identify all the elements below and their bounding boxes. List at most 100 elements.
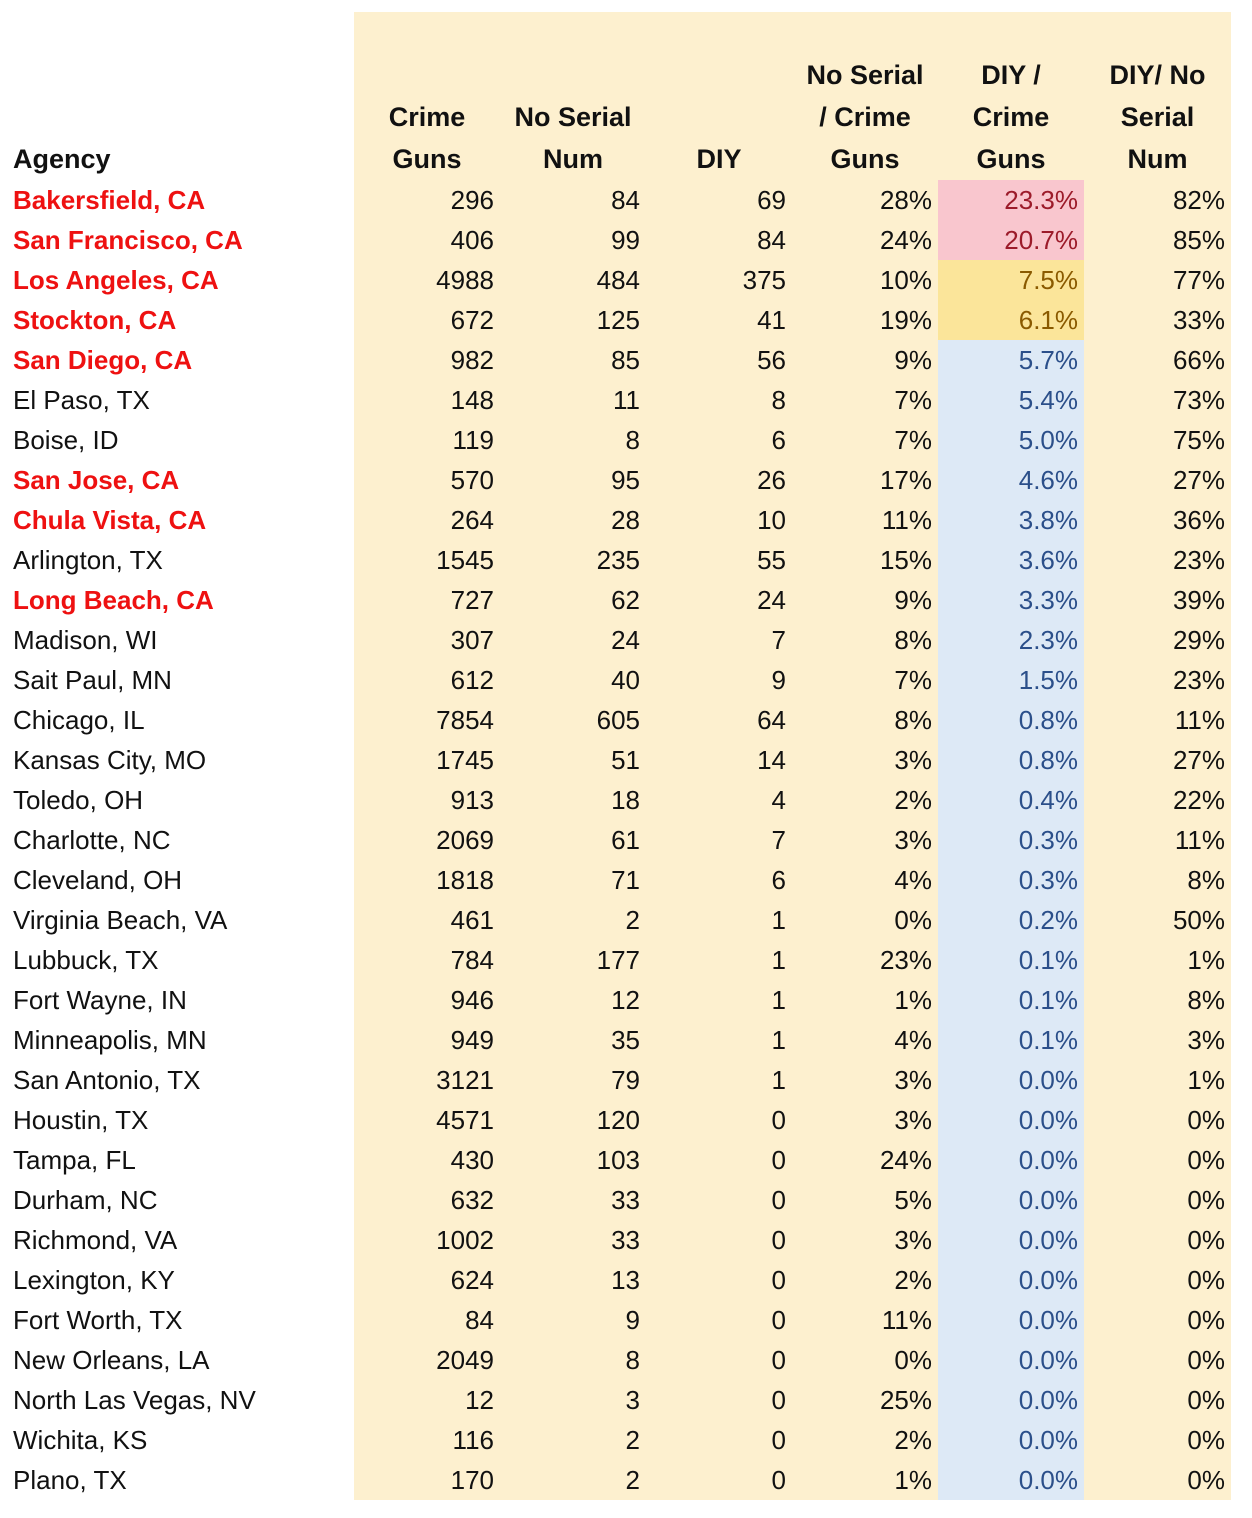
diy-over-crime-cell: 0.4% (938, 780, 1084, 820)
no-serial-over-crime-cell: 28% (879, 184, 932, 215)
header-no-serial-num: No Serial Num (514, 102, 632, 174)
crime-guns-cell: 632 (450, 1184, 494, 1215)
table-row: Los Angeles, CA 4988 484 375 10% 7.5% 77% (0, 260, 1231, 300)
agency-cell: North Las Vegas, NV (13, 1384, 256, 1415)
no-serial-over-crime-cell: 9% (894, 584, 932, 615)
crime-guns-cell: 7854 (436, 704, 494, 735)
no-serial-num-cell: 2 (625, 1424, 640, 1455)
crime-guns-cell: 612 (450, 664, 494, 695)
no-serial-over-crime-cell: 4% (894, 1024, 932, 1055)
diy-over-no-serial-cell: 66% (1172, 344, 1225, 375)
diy-over-crime-cell: 0.8% (938, 700, 1084, 740)
no-serial-num-cell: 51 (611, 744, 640, 775)
agency-cell: Plano, TX (13, 1464, 127, 1495)
agency-cell: Wichita, KS (13, 1424, 148, 1455)
agency-cell: Richmond, VA (13, 1224, 178, 1255)
no-serial-num-cell: 3 (625, 1384, 640, 1415)
diy-over-crime-cell: 0.0% (938, 1060, 1084, 1100)
no-serial-over-crime-cell: 23% (879, 944, 932, 975)
table-row: El Paso, TX 148 11 8 7% 5.4% 73% (0, 380, 1231, 420)
crime-guns-cell: 307 (450, 624, 494, 655)
table-row: Kansas City, MO 1745 51 14 3% 0.8% 27% (0, 740, 1231, 780)
diy-over-crime-cell: 5.7% (938, 340, 1084, 380)
header-diy-over-no-serial-num: DIY/ No Serial Num (1109, 60, 1206, 174)
no-serial-num-cell: 11 (613, 384, 640, 415)
no-serial-over-crime-cell: 9% (894, 344, 932, 375)
agency-cell: Arlington, TX (13, 544, 163, 575)
no-serial-over-crime-cell: 3% (894, 824, 932, 855)
header-crime-guns: Crime Guns (388, 102, 466, 174)
no-serial-over-crime-cell: 8% (894, 704, 932, 735)
agency-cell: Charlotte, NC (13, 824, 171, 855)
agency-cell: San Jose, CA (13, 464, 180, 495)
diy-cell: 0 (771, 1264, 786, 1295)
diy-over-crime-cell: 5.0% (938, 420, 1084, 460)
diy-cell: 0 (771, 1104, 786, 1135)
diy-over-crime-cell: 0.8% (938, 740, 1084, 780)
agency-cell: Lubbuck, TX (13, 944, 159, 975)
crime-guns-cell: 1545 (436, 544, 494, 575)
agency-cell: Boise, ID (13, 424, 119, 455)
table-row: New Orleans, LA 2049 8 0 0% 0.0% 0% (0, 1340, 1231, 1380)
diy-cell: 0 (771, 1304, 786, 1335)
diy-over-crime-cell: 3.8% (938, 500, 1084, 540)
header-row: Agency Crime Guns No Serial Num DIY No Ser… (0, 52, 1231, 180)
diy-cell: 0 (771, 1384, 786, 1415)
table-row: Wichita, KS 116 2 0 2% 0.0% 0% (0, 1420, 1231, 1460)
agency-cell: Stockton, CA (13, 304, 177, 335)
diy-over-crime-cell: 0.0% (938, 1180, 1084, 1220)
diy-over-no-serial-cell: 11% (1174, 824, 1225, 855)
diy-over-crime-cell: 20.7% (938, 220, 1084, 260)
crime-guns-cell: 727 (450, 584, 494, 615)
diy-over-no-serial-cell: 0% (1187, 1224, 1225, 1255)
no-serial-num-cell: 2 (625, 904, 640, 935)
no-serial-over-crime-cell: 2% (894, 784, 932, 815)
no-serial-num-cell: 35 (611, 1024, 640, 1055)
table-row: Plano, TX 170 2 0 1% 0.0% 0% (0, 1460, 1231, 1500)
crime-guns-cell: 672 (450, 304, 494, 335)
table-row: Cleveland, OH 1818 71 6 4% 0.3% 8% (0, 860, 1231, 900)
table-row: Fort Worth, TX 84 9 0 11% 0.0% 0% (0, 1300, 1231, 1340)
no-serial-over-crime-cell: 11% (881, 504, 932, 535)
diy-over-crime-cell: 0.0% (938, 1220, 1084, 1260)
agency-cell: Bakersfield, CA (13, 184, 206, 215)
no-serial-num-cell: 79 (611, 1064, 640, 1095)
diy-over-no-serial-cell: 0% (1187, 1264, 1225, 1295)
diy-over-no-serial-cell: 1% (1187, 1064, 1225, 1095)
agency-cell: Lexington, KY (13, 1264, 175, 1295)
crime-guns-cell: 2049 (436, 1344, 494, 1375)
table-row: Fort Wayne, IN 946 12 1 1% 0.1% 8% (0, 980, 1231, 1020)
table-row: Lexington, KY 624 13 0 2% 0.0% 0% (0, 1260, 1231, 1300)
diy-cell: 0 (771, 1344, 786, 1375)
crime-guns-cell: 264 (450, 504, 494, 535)
no-serial-num-cell: 177 (596, 944, 640, 975)
table-row: Virginia Beach, VA 461 2 1 0% 0.2% 50% (0, 900, 1231, 940)
table-row: Charlotte, NC 2069 61 7 3% 0.3% 11% (0, 820, 1231, 860)
no-serial-num-cell: 61 (611, 824, 640, 855)
diy-over-no-serial-cell: 36% (1172, 504, 1225, 535)
diy-over-no-serial-cell: 0% (1187, 1384, 1225, 1415)
crime-guns-cell: 148 (450, 384, 494, 415)
diy-over-crime-cell: 0.3% (938, 820, 1084, 860)
diy-cell: 14 (757, 744, 786, 775)
diy-cell: 6 (771, 424, 786, 455)
no-serial-num-cell: 28 (611, 504, 640, 535)
crime-guns-cell: 913 (450, 784, 494, 815)
agency-cell: Houstin, TX (13, 1104, 149, 1135)
diy-over-no-serial-cell: 23% (1172, 664, 1225, 695)
diy-over-no-serial-cell: 0% (1187, 1344, 1225, 1375)
crime-guns-cell: 12 (465, 1384, 494, 1415)
crime-guns-cell: 4988 (436, 264, 494, 295)
no-serial-over-crime-cell: 24% (879, 1144, 932, 1175)
crime-guns-cell: 406 (450, 224, 494, 255)
diy-over-crime-cell: 5.4% (938, 380, 1084, 420)
table-row: Arlington, TX 1545 235 55 15% 3.6% 23% (0, 540, 1231, 580)
agency-cell: Sait Paul, MN (13, 664, 172, 695)
crime-guns-cell: 624 (450, 1264, 494, 1295)
no-serial-over-crime-cell: 3% (894, 744, 932, 775)
diy-over-crime-cell: 0.2% (938, 900, 1084, 940)
no-serial-over-crime-cell: 2% (894, 1264, 932, 1295)
agency-cell: Kansas City, MO (13, 744, 207, 775)
diy-cell: 0 (771, 1224, 786, 1255)
diy-over-no-serial-cell: 22% (1172, 784, 1225, 815)
